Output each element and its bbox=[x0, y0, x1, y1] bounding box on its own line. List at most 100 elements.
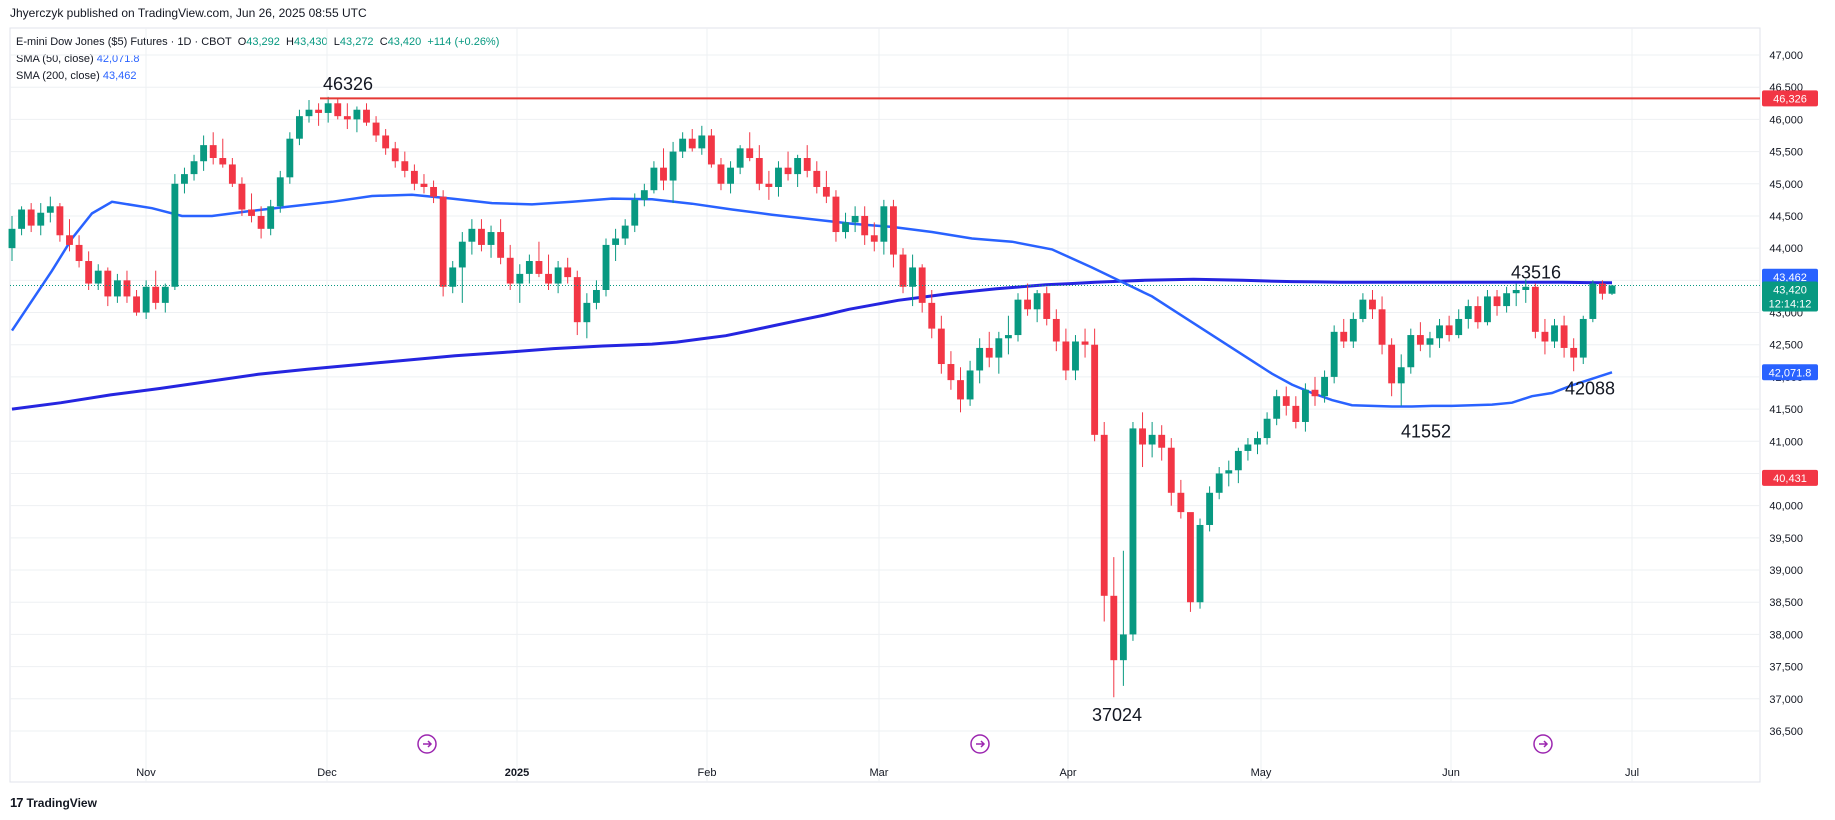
candle-body bbox=[449, 267, 457, 287]
candle-body bbox=[1234, 450, 1242, 471]
y-tick-label: 44,500 bbox=[1769, 211, 1803, 223]
candle-body bbox=[602, 244, 610, 290]
event-arrow-icon bbox=[970, 734, 990, 754]
candle-body bbox=[861, 215, 869, 236]
candle-body bbox=[1560, 325, 1568, 348]
candle-body bbox=[1052, 318, 1060, 342]
candle-body bbox=[123, 280, 131, 297]
price-chart[interactable]: 46326 43516 41552 42088 37024 36,500 37,000 37… bbox=[0, 0, 1835, 790]
candle-body bbox=[928, 302, 936, 329]
close-value: 43,420 bbox=[387, 36, 422, 48]
y-tick-label: 37,000 bbox=[1769, 694, 1803, 706]
high-label: H bbox=[286, 36, 294, 48]
candle-body bbox=[937, 328, 945, 365]
candle-body bbox=[1311, 389, 1319, 397]
plot-frame bbox=[9, 27, 1761, 783]
candle-body bbox=[1589, 283, 1597, 319]
symbol-name: E-mini Dow Jones ($5) Futures · 1D · CBO… bbox=[16, 36, 232, 48]
candle-body bbox=[1004, 335, 1012, 339]
candle-body bbox=[27, 209, 35, 226]
open-label: O bbox=[237, 36, 247, 48]
annotations: 46326 43516 41552 42088 37024 bbox=[323, 74, 1615, 725]
change-value: +114 (+0.26%) bbox=[427, 36, 500, 48]
candle-body bbox=[976, 347, 984, 371]
sma200-value: 43,462 bbox=[102, 70, 137, 82]
price-tag: 43,420 12:14:12 bbox=[1762, 281, 1818, 312]
candle-body bbox=[1503, 293, 1511, 307]
candle-body bbox=[430, 186, 437, 197]
time-axis[interactable]: Nov Dec 2025 Feb Mar Apr May Jun Jul bbox=[136, 767, 1639, 779]
candle-body bbox=[142, 286, 150, 313]
candle-body bbox=[1062, 341, 1070, 371]
y-tick-label: 38,000 bbox=[1769, 629, 1803, 641]
annotation-label: 43516 bbox=[1511, 263, 1561, 283]
candle-body bbox=[621, 225, 629, 239]
candle-body bbox=[113, 280, 121, 297]
annotation-label: 46326 bbox=[323, 74, 373, 94]
candle-body bbox=[66, 235, 73, 245]
annotation-label: 42088 bbox=[1565, 378, 1615, 398]
x-tick-label: Feb bbox=[698, 767, 717, 779]
candle-body bbox=[1445, 325, 1453, 336]
candle-body bbox=[1196, 524, 1204, 603]
y-tick-label: 47,000 bbox=[1769, 50, 1803, 62]
candle-body bbox=[1215, 473, 1223, 493]
sma50-label: SMA (50, close) bbox=[16, 53, 94, 65]
candle-body bbox=[353, 109, 361, 120]
candle-body bbox=[324, 103, 332, 113]
candle-body bbox=[1426, 338, 1434, 345]
y-tick-label: 46,000 bbox=[1769, 114, 1803, 126]
candle-body bbox=[688, 138, 696, 149]
candle-body bbox=[1148, 434, 1156, 445]
candle-body bbox=[755, 158, 763, 184]
candle-body bbox=[545, 273, 552, 284]
candle-body bbox=[985, 347, 993, 358]
candle-body bbox=[85, 261, 93, 284]
candle-body bbox=[276, 177, 284, 207]
candle-body bbox=[37, 212, 45, 226]
low-value: 43,272 bbox=[339, 36, 374, 48]
candles bbox=[8, 96, 1616, 698]
candle-body bbox=[161, 286, 169, 303]
sma200-label: SMA (200, close) bbox=[16, 70, 100, 82]
price-axis[interactable]: 36,500 37,000 37,500 38,000 38,500 39,000 39,5… bbox=[1769, 50, 1803, 738]
annotation-label: 37024 bbox=[1092, 705, 1142, 725]
candle-body bbox=[181, 174, 188, 184]
candle-body bbox=[228, 164, 236, 184]
candle-body bbox=[746, 148, 754, 159]
candle-body bbox=[803, 158, 811, 171]
candle-body bbox=[1282, 396, 1290, 406]
candle-body bbox=[698, 135, 706, 149]
candle-body bbox=[669, 151, 677, 181]
y-tick-label: 44,000 bbox=[1769, 243, 1803, 255]
price-tag-bg bbox=[1762, 90, 1818, 107]
candle-body bbox=[1110, 595, 1118, 661]
candle-body bbox=[152, 286, 160, 303]
candle-body bbox=[880, 206, 888, 242]
y-tick-label: 38,500 bbox=[1769, 597, 1803, 609]
y-tick-label: 42,500 bbox=[1769, 340, 1803, 352]
footer-brand[interactable]: 17 TradingView bbox=[10, 795, 97, 810]
candle-body bbox=[1167, 447, 1175, 493]
price-tag-bg bbox=[1762, 281, 1818, 312]
open-value: 43,292 bbox=[246, 36, 280, 48]
candle-body bbox=[899, 254, 907, 287]
candle-body bbox=[363, 109, 370, 123]
candle-body bbox=[190, 161, 198, 175]
candle-body bbox=[94, 270, 102, 284]
candle-body bbox=[1484, 296, 1491, 323]
candle-body bbox=[1177, 492, 1185, 513]
candle-body bbox=[516, 273, 524, 284]
candle-body bbox=[727, 167, 734, 184]
candle-body bbox=[1388, 344, 1396, 384]
levels bbox=[10, 97, 1760, 286]
candle-body bbox=[478, 228, 485, 245]
price-tag-value: 46,326 bbox=[1773, 93, 1807, 105]
candle-body bbox=[458, 241, 466, 268]
price-tag-value: 42,071.8 bbox=[1769, 367, 1812, 379]
y-tick-label: 40,000 bbox=[1769, 501, 1803, 513]
candle-body bbox=[1091, 344, 1099, 435]
candle-body bbox=[382, 135, 390, 149]
candle-body bbox=[133, 296, 140, 313]
